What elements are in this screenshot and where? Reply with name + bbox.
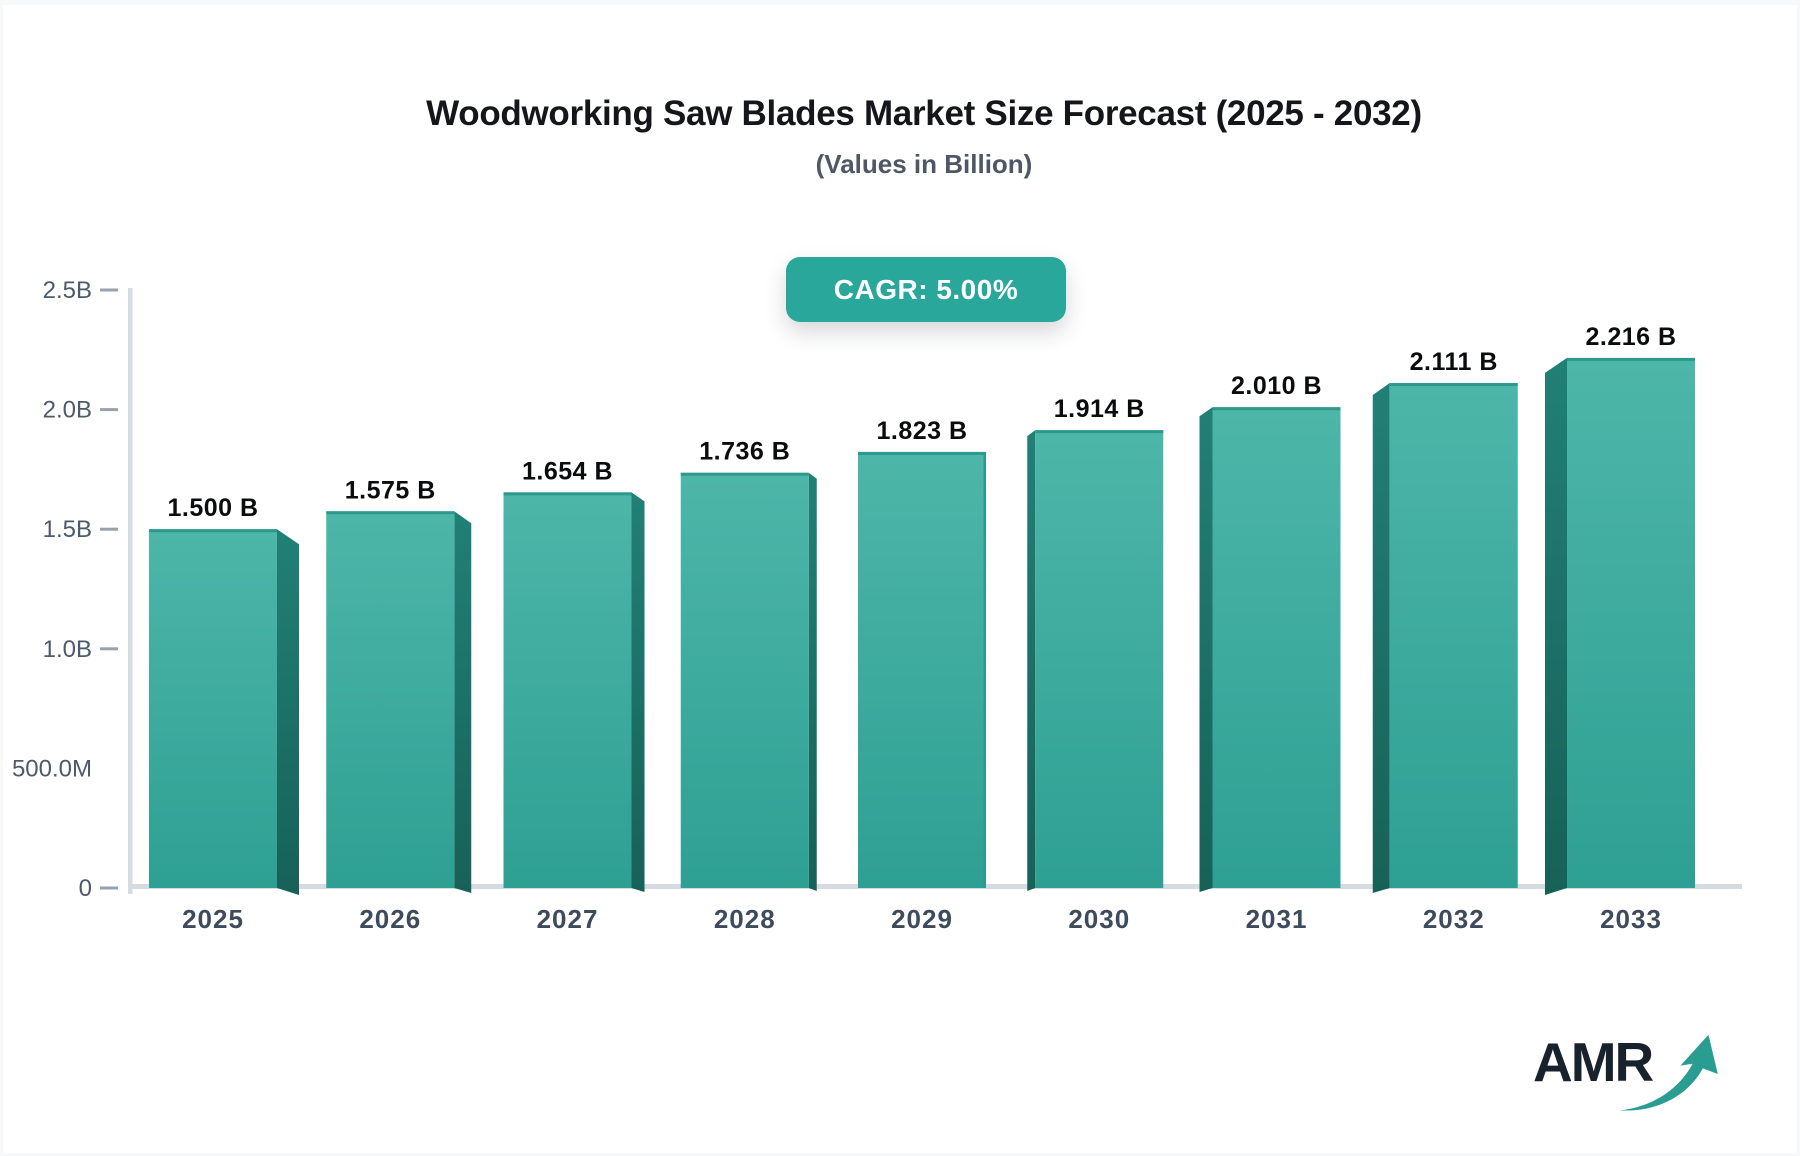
bar-top-edge	[1035, 430, 1164, 434]
growth-arrow-icon	[1619, 1034, 1718, 1111]
x-axis-label-2031: 2031	[1246, 904, 1308, 934]
bar-right-edge	[983, 451, 986, 888]
bar-value-label-2029: 1.823 B	[876, 417, 967, 445]
chart-title: Woodworking Saw Blades Market Size Forec…	[426, 94, 1422, 133]
bars-layer	[149, 357, 1695, 895]
bar-2031	[1199, 407, 1341, 892]
x-axis-label-2033: 2033	[1600, 904, 1662, 934]
bar-value-label-2031: 2.010 B	[1231, 372, 1322, 400]
bar-side-face	[277, 529, 299, 895]
y-tick-2.5B	[100, 288, 118, 292]
bar-face	[326, 511, 455, 888]
bar-side-face	[808, 472, 817, 891]
bar-face	[1212, 407, 1341, 888]
bar-side-face	[1199, 407, 1213, 892]
x-axis-label-2028: 2028	[714, 904, 776, 934]
bar-2032	[1372, 383, 1518, 893]
y-axis-line	[128, 288, 133, 894]
bar-face	[149, 529, 277, 888]
bar-value-label-2030: 1.914 B	[1054, 395, 1145, 423]
bar-top-edge	[1389, 383, 1518, 387]
bar-2027	[503, 492, 645, 892]
bar-top-edge	[149, 529, 277, 533]
bar-2033	[1545, 357, 1695, 895]
bar-side-face	[454, 511, 472, 893]
labels-layer: 1.500 B 2025 1.575 B 2026 1.654 B 2027 1.736 B…	[167, 323, 1676, 934]
y-tick-label-1.0B: 1.0B	[43, 636, 92, 663]
bar-value-label-2028: 1.736 B	[699, 438, 790, 466]
y-tick-label-0: 0	[79, 875, 92, 902]
bar-side-face	[1027, 430, 1036, 891]
cagr-badge: CAGR: 5.00%	[786, 257, 1066, 322]
x-axis-label-2030: 2030	[1068, 904, 1130, 934]
bar-side-face	[1372, 383, 1390, 893]
bar-face	[858, 451, 986, 888]
bar-side-face	[1545, 357, 1567, 895]
amr-logo: AMR	[1533, 1030, 1733, 1125]
bar-top-edge	[1567, 357, 1695, 361]
y-tick-2.0B	[100, 408, 118, 412]
bar-face	[1035, 430, 1164, 888]
y-tick-0	[100, 886, 118, 890]
y-tick-label-2.0B: 2.0B	[43, 397, 92, 424]
bar-side-face	[631, 492, 645, 892]
bar-value-label-2026: 1.575 B	[345, 476, 436, 504]
chart-subtitle: (Values in Billion)	[815, 149, 1033, 179]
cagr-badge-label: CAGR: 5.00%	[833, 273, 1019, 305]
bar-2026	[326, 511, 472, 893]
y-tick-1.0B	[100, 647, 118, 651]
amr-logo-text: AMR	[1533, 1031, 1654, 1093]
bar-face	[503, 492, 632, 888]
bar-2028	[680, 472, 817, 891]
bar-face	[1567, 357, 1695, 888]
bar-top-edge	[858, 451, 986, 455]
bar-value-label-2032: 2.111 B	[1410, 348, 1498, 376]
bar-face	[680, 472, 809, 888]
y-tick-1.5B	[100, 527, 118, 531]
chart-header: Woodworking Saw Blades Market Size Forec…	[48, 94, 1800, 180]
bar-face	[1389, 383, 1518, 888]
bar-2030	[1027, 430, 1164, 891]
bar-value-label-2027: 1.654 B	[522, 457, 613, 485]
bar-2029	[858, 451, 986, 888]
bar-top-edge	[326, 511, 455, 515]
x-axis-label-2026: 2026	[359, 904, 421, 934]
bar-top-edge	[503, 492, 632, 496]
y-tick-label-1.5B: 1.5B	[43, 516, 92, 543]
x-axis-label-2027: 2027	[537, 904, 599, 934]
x-axis-label-2032: 2032	[1423, 904, 1485, 934]
bar-value-label-2025: 1.500 B	[167, 494, 258, 522]
bar-top-edge	[680, 472, 809, 476]
y-tick-label-2.5B: 2.5B	[43, 277, 92, 304]
bar-value-label-2033: 2.216 B	[1585, 323, 1676, 351]
y-tick-label-500.0M: 500.0M	[12, 755, 92, 782]
bar-top-edge	[1212, 407, 1341, 411]
bar-2025	[149, 529, 299, 895]
x-axis-label-2029: 2029	[891, 904, 953, 934]
x-axis-label-2025: 2025	[182, 904, 244, 934]
